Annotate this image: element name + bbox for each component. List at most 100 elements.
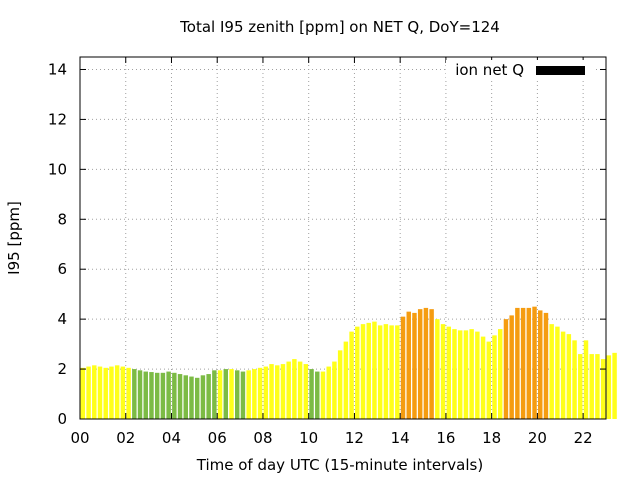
bar: [589, 354, 594, 419]
bar: [372, 321, 377, 419]
bar: [395, 325, 400, 419]
bar: [315, 371, 320, 419]
x-tick-label: 14: [391, 429, 410, 447]
bar: [303, 364, 309, 419]
bar: [326, 366, 331, 419]
bar: [423, 307, 429, 419]
bar: [417, 309, 423, 419]
bar: [503, 319, 509, 419]
bar: [492, 335, 497, 419]
legend-label: ion net Q: [455, 61, 524, 79]
bar: [606, 355, 612, 419]
bar: [194, 377, 200, 419]
bar: [154, 372, 160, 419]
bar: [149, 372, 154, 419]
x-tick-label: 20: [528, 429, 547, 447]
bar: [446, 326, 451, 419]
bar: [275, 365, 280, 419]
x-tick-label: 04: [162, 429, 181, 447]
x-tick-label: 16: [436, 429, 455, 447]
bar: [520, 307, 526, 419]
bar: [383, 324, 389, 419]
bar: [400, 316, 406, 419]
bar: [269, 364, 274, 419]
x-tick-label: 06: [208, 429, 227, 447]
bar: [457, 330, 463, 419]
bar: [469, 329, 474, 419]
bar: [509, 315, 514, 419]
bar: [475, 331, 480, 419]
bar: [126, 367, 131, 419]
bar: [212, 370, 217, 419]
bar: [263, 366, 269, 419]
bar: [440, 324, 446, 419]
x-tick-label: 18: [482, 429, 501, 447]
x-tick-label: 12: [345, 429, 364, 447]
bar: [360, 324, 366, 419]
chart-title: Total I95 zenith [ppm] on NET Q, DoY=124: [179, 18, 500, 36]
x-tick-label: 08: [253, 429, 272, 447]
bar: [343, 341, 349, 419]
y-tick-label: 0: [57, 410, 67, 428]
bar: [486, 341, 492, 419]
bar: [143, 371, 148, 419]
bar: [543, 312, 549, 419]
bar: [389, 325, 394, 419]
bar: [526, 307, 532, 419]
bar: [257, 367, 263, 419]
bar: [555, 326, 560, 419]
bar: [366, 322, 371, 419]
x-tick-label: 02: [116, 429, 135, 447]
bar: [240, 371, 246, 419]
y-tick-label: 14: [48, 60, 67, 78]
bar: [137, 370, 143, 419]
bar: [286, 361, 291, 419]
bar: [572, 340, 577, 419]
legend-swatch: [536, 66, 585, 75]
bar: [217, 370, 223, 419]
bar: [280, 364, 286, 419]
y-tick-label: 2: [57, 360, 67, 378]
bar: [189, 376, 194, 419]
bar: [120, 366, 126, 419]
bar: [429, 309, 434, 419]
plot-frame: [79, 56, 607, 420]
bar: [177, 374, 183, 419]
bar: [337, 350, 343, 419]
bars: [80, 306, 617, 419]
bar: [583, 340, 589, 419]
bar: [463, 330, 469, 419]
x-axis-label: Time of day UTC (15-minute intervals): [196, 456, 483, 474]
bar: [80, 367, 86, 419]
bar: [92, 365, 97, 419]
y-tick-label: 8: [57, 210, 67, 228]
bar: [200, 375, 206, 419]
bar: [480, 336, 486, 419]
bar: [566, 334, 572, 419]
legend-background: [446, 60, 594, 81]
bar: [532, 306, 537, 419]
bar: [172, 372, 177, 419]
bar: [600, 359, 606, 419]
bar: [309, 369, 314, 419]
bar: [578, 354, 583, 419]
x-tick-labels: 00 02 04 06 08 10 12 14 16 18 20 22: [70, 429, 592, 447]
y-tick-label: 12: [48, 110, 67, 128]
bar: [114, 365, 120, 419]
x-tick-label: 22: [574, 429, 593, 447]
bar: [97, 366, 103, 419]
bar: [349, 331, 354, 419]
bar: [355, 326, 360, 419]
bar: [377, 325, 383, 419]
bar: [452, 329, 457, 419]
bar: [412, 312, 417, 419]
bar: [109, 366, 114, 419]
y-tick-label: 4: [57, 310, 67, 328]
bar: [246, 370, 251, 419]
bar: [166, 371, 171, 419]
bar: [297, 361, 303, 419]
bar: [498, 329, 503, 419]
bar: [103, 367, 108, 419]
bar: [435, 319, 440, 419]
